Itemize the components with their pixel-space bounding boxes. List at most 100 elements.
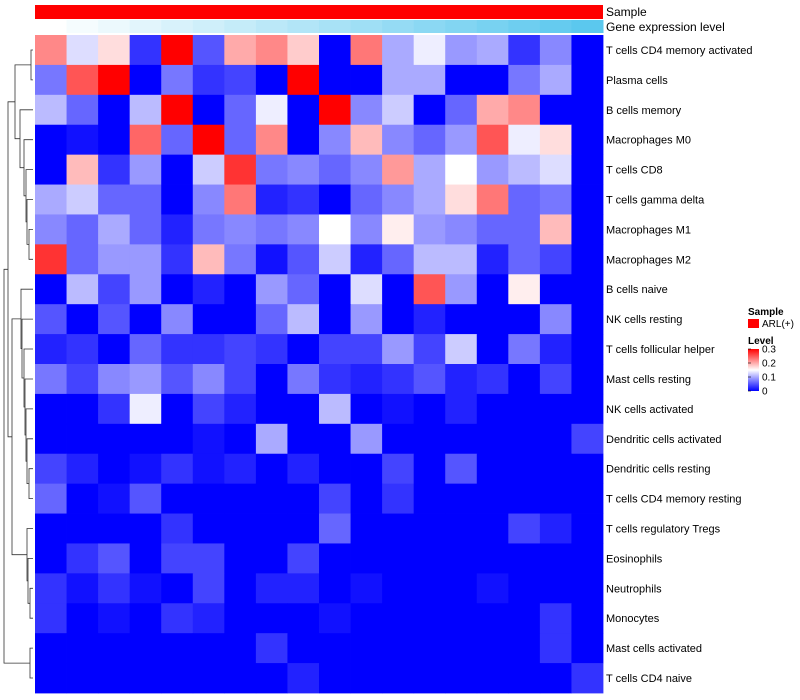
row-label: Monocytes <box>606 613 660 625</box>
heatmap-cell <box>350 184 383 215</box>
heatmap-cell <box>224 94 257 126</box>
heatmap-cell <box>35 124 67 156</box>
heatmap-cell <box>319 663 351 694</box>
heatmap-cell <box>255 573 288 604</box>
heatmap-cell <box>571 94 604 126</box>
heatmap-cell <box>413 453 446 485</box>
heatmap-cell <box>161 663 194 694</box>
heatmap-cell <box>287 453 320 485</box>
heatmap-cell <box>35 513 67 544</box>
heatmap-cell <box>224 483 257 514</box>
heatmap-cell <box>98 393 131 425</box>
heatmap-cell <box>129 633 162 664</box>
heatmap-cell <box>445 35 478 66</box>
annotation-cell-expression <box>98 20 131 33</box>
row-label: NK cells resting <box>606 314 682 326</box>
heatmap-cell <box>129 124 162 156</box>
row-label: Mast cells activated <box>606 643 702 655</box>
heatmap-cell <box>161 393 194 425</box>
heatmap-cell <box>350 64 383 96</box>
heatmap-cell <box>571 64 604 96</box>
heatmap-cell <box>571 543 604 574</box>
heatmap-cell <box>508 633 541 664</box>
heatmap-cell <box>98 244 131 275</box>
heatmap-cell <box>66 124 99 156</box>
heatmap-cell <box>255 184 288 215</box>
heatmap-cell <box>476 364 509 395</box>
heatmap-cell <box>66 364 99 395</box>
heatmap-cell <box>508 124 541 156</box>
heatmap-cell <box>192 603 225 634</box>
heatmap-cell <box>350 124 383 156</box>
heatmap-cell <box>319 274 351 305</box>
heatmap-cell <box>445 94 478 126</box>
heatmap-cell <box>161 124 194 156</box>
heatmap-cell <box>66 64 99 96</box>
heatmap-cell <box>508 35 541 66</box>
heatmap-cell <box>66 663 99 694</box>
heatmap-cell <box>66 184 99 215</box>
dendrogram-branch <box>26 199 33 245</box>
heatmap-cell <box>539 244 572 275</box>
annotation-cell-expression <box>161 20 194 33</box>
heatmap-cell <box>413 663 446 694</box>
heatmap-cell <box>319 244 351 275</box>
heatmap-cell <box>98 124 131 156</box>
annotation-cell-expression <box>413 20 446 33</box>
annotation-cell-expression <box>476 20 509 33</box>
heatmap-cell <box>382 184 415 215</box>
heatmap-cell <box>161 453 194 485</box>
heatmap-cell <box>476 663 509 694</box>
row-label: T cells CD8 <box>606 165 663 177</box>
heatmap-cell <box>319 364 351 395</box>
heatmap-cell <box>319 633 351 664</box>
heatmap-cell <box>476 244 509 275</box>
heatmap-cell <box>445 64 478 96</box>
heatmap-cell <box>255 334 288 365</box>
heatmap-cell <box>571 633 604 664</box>
heatmap-cell <box>35 304 67 335</box>
heatmap-cell <box>476 513 509 544</box>
heatmap-cell <box>224 184 257 215</box>
heatmap-cell <box>539 603 572 634</box>
heatmap-cell <box>35 603 67 634</box>
heatmap-cell <box>224 663 257 694</box>
heatmap-cell <box>35 633 67 664</box>
heatmap-cell <box>255 513 288 544</box>
heatmap-cell <box>571 214 604 245</box>
heatmap-cell <box>161 543 194 574</box>
heatmap-cell <box>413 573 446 604</box>
heatmap-cell <box>539 274 572 305</box>
heatmap-cell <box>382 543 415 574</box>
heatmap-cell <box>319 184 351 215</box>
annotation-cell-expression <box>224 20 257 33</box>
row-labels: T cells CD4 memory activated Plasma cells… <box>606 45 753 685</box>
heatmap-cell <box>287 35 320 66</box>
heatmap-cell <box>98 364 131 395</box>
heatmap-cell <box>508 513 541 544</box>
heatmap-cell <box>319 124 351 156</box>
heatmap-cell <box>224 423 257 455</box>
heatmap-cell <box>192 513 225 544</box>
heatmap-cell <box>413 393 446 425</box>
heatmap-cell <box>350 603 383 634</box>
column-annotations <box>35 5 604 33</box>
heatmap-cell <box>192 154 225 185</box>
annotation-cell-expression <box>35 20 68 33</box>
heatmap-cell <box>129 154 162 185</box>
heatmap-cell <box>319 304 351 335</box>
heatmap-cell <box>255 124 288 156</box>
heatmap-cell <box>224 393 257 425</box>
heatmap-cell <box>129 453 162 485</box>
heatmap-cell <box>129 304 162 335</box>
heatmap-cell <box>350 453 383 485</box>
heatmap-cell <box>445 663 478 694</box>
heatmap-cell <box>255 214 288 245</box>
heatmap-cell <box>445 453 478 485</box>
annotation-cell-expression <box>508 20 541 33</box>
heatmap-cell <box>539 334 572 365</box>
heatmap-cell <box>382 304 415 335</box>
heatmap-cell <box>129 214 162 245</box>
heatmap-cell <box>35 184 67 215</box>
